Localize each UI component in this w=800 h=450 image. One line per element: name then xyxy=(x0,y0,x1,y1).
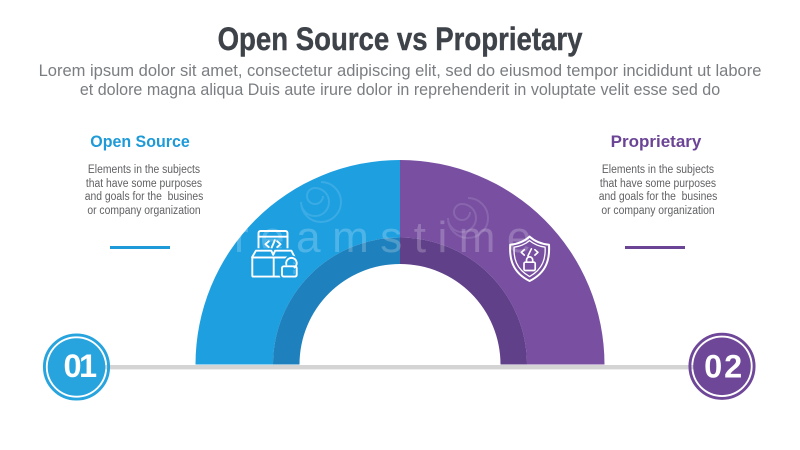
svg-text:2: 2 xyxy=(724,348,742,384)
svg-text:0: 0 xyxy=(63,348,81,384)
svg-text:dreamstime: dreamstime xyxy=(198,213,543,262)
svg-text:0: 0 xyxy=(704,348,722,384)
svg-text:1: 1 xyxy=(79,348,97,384)
